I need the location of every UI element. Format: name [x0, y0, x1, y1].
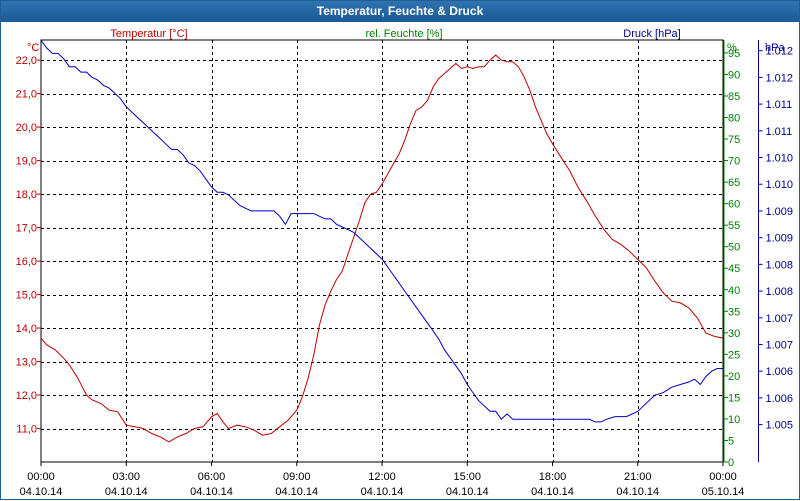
series-line-druck: [40, 39, 723, 423]
pressure-unit-label: hPa: [765, 42, 785, 54]
pressure-tick-label: 1.009: [766, 233, 794, 245]
humidity-tick-label: 40: [728, 285, 740, 297]
pressure-tick-label: 1.009: [766, 206, 794, 218]
temperature-tick-label: 14,0: [16, 323, 37, 335]
humidity-tick-label: 95: [728, 48, 740, 60]
x-tick-time: 00:00: [27, 471, 55, 483]
x-tick-time: 03:00: [112, 471, 140, 483]
humidity-tick-label: 80: [728, 113, 740, 125]
temperature-tick-label: 16,0: [16, 256, 37, 268]
pressure-axis-title: Druck [hPa]: [623, 28, 680, 40]
pressure-tick-label: 1.008: [766, 259, 794, 271]
humidity-axis-title: rel. Feuchte [%]: [365, 28, 442, 40]
x-tick-date: 04.10.14: [616, 486, 659, 498]
temperature-tick-label: 13,0: [16, 357, 37, 369]
humidity-tick-label: 25: [728, 349, 740, 361]
humidity-tick-label: 20: [728, 371, 740, 383]
humidity-tick-label: 65: [728, 177, 740, 189]
x-tick-date: 04.10.14: [446, 486, 489, 498]
humidity-tick-label: 15: [728, 392, 740, 404]
humidity-tick-label: 50: [728, 242, 740, 254]
temperature-tick-label: 18,0: [16, 189, 37, 201]
pressure-tick-label: 1.011: [766, 126, 793, 138]
temperature-tick-label: 17,0: [16, 223, 37, 235]
temperature-tick-label: 20,0: [16, 122, 37, 134]
series-line-temperatur: [40, 54, 724, 443]
pressure-tick-label: 1.006: [766, 393, 794, 405]
x-tick-time: 06:00: [198, 471, 226, 483]
humidity-tick-label: 0: [728, 457, 734, 469]
temperature-tick-label: 12,0: [16, 390, 37, 402]
temperature-tick-label: 19,0: [16, 156, 37, 168]
pressure-tick-label: 1.005: [766, 420, 794, 432]
humidity-tick-label: 75: [728, 134, 740, 146]
temperature-tick-label: 11,0: [16, 424, 37, 436]
pressure-tick-label: 1.012: [766, 72, 794, 84]
humidity-unit-label: %: [727, 42, 737, 54]
humidity-tick-label: 35: [728, 306, 740, 318]
x-tick-date: 04.10.14: [105, 486, 148, 498]
temperature-tick-label: 21,0: [16, 89, 37, 101]
x-tick-date: 04.10.14: [190, 486, 233, 498]
temperature-tick-label: 15,0: [16, 290, 37, 302]
humidity-tick-label: 85: [728, 91, 740, 103]
humidity-tick-label: 5: [728, 435, 734, 447]
x-tick-time: 09:00: [283, 471, 311, 483]
x-tick-time: 12:00: [368, 471, 396, 483]
pressure-tick-label: 1.010: [766, 153, 794, 165]
x-tick-date: 05.10.14: [702, 486, 745, 498]
x-tick-time: 15:00: [453, 471, 481, 483]
pressure-tick-label: 1.010: [766, 179, 794, 191]
humidity-tick-label: 55: [728, 220, 740, 232]
humidity-tick-label: 10: [728, 414, 740, 426]
pressure-tick-label: 1.007: [766, 313, 794, 325]
temperature-unit-label: °C: [27, 42, 39, 54]
pressure-tick-label: 1.006: [766, 366, 794, 378]
pressure-tick-label: 1.007: [766, 339, 794, 351]
x-tick-date: 04.10.14: [20, 486, 63, 498]
humidity-tick-label: 60: [728, 199, 740, 211]
humidity-tick-label: 90: [728, 69, 740, 81]
humidity-tick-label: 30: [728, 328, 740, 340]
pressure-tick-label: 1.008: [766, 286, 794, 298]
x-tick-time: 18:00: [539, 471, 567, 483]
pressure-tick-label: 1.011: [766, 99, 793, 111]
humidity-tick-label: 70: [728, 156, 740, 168]
x-tick-date: 04.10.14: [531, 486, 574, 498]
pressure-tick-label: 1.012: [766, 46, 794, 58]
temperature-tick-label: 22,0: [16, 55, 37, 67]
temperature-axis-title: Temperatur [°C]: [110, 28, 187, 40]
x-tick-time: 00:00: [709, 471, 737, 483]
window-title: Temperatur, Feuchte & Druck: [1, 1, 799, 22]
x-tick-time: 21:00: [624, 471, 652, 483]
x-tick-date: 04.10.14: [361, 486, 404, 498]
humidity-tick-label: 45: [728, 263, 740, 275]
x-tick-date: 04.10.14: [275, 486, 318, 498]
